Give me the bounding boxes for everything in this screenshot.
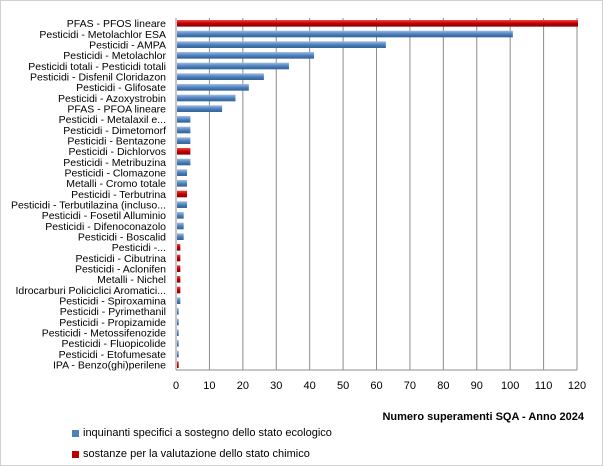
- bar: [177, 137, 191, 144]
- x-tick-label: 120: [568, 380, 586, 392]
- y-category-label: Pesticidi - Bentazone: [67, 135, 166, 147]
- bar: [177, 318, 179, 326]
- bar: [177, 297, 181, 304]
- y-category-label: Pesticidi - Fluopicolide: [62, 338, 167, 350]
- bar: [177, 361, 179, 368]
- bar: [177, 84, 249, 91]
- y-category-label: Pesticidi - Pyrimethanil: [60, 306, 166, 318]
- x-tick-label: 0: [173, 380, 179, 392]
- bar: [177, 169, 188, 176]
- bar: [177, 62, 289, 70]
- x-tick-label: 70: [404, 380, 416, 392]
- bar: [177, 105, 223, 112]
- bar: [177, 52, 315, 59]
- grid-lines: [208, 18, 578, 370]
- y-category-label: Metalli - Cromo totale: [66, 178, 166, 190]
- x-tick-label: 10: [203, 380, 215, 392]
- y-category-label: Pesticidi - Metossifenozide: [42, 327, 166, 339]
- legend-swatch-blue: [72, 429, 79, 437]
- y-category-label: Pesticidi - Dimetomorf: [63, 125, 166, 137]
- x-tick-label: 50: [337, 380, 349, 392]
- bar: [177, 212, 184, 219]
- y-category-label: IPA - Benzo(ghi)perilene: [53, 359, 166, 371]
- bar: [177, 20, 578, 27]
- y-category-label: Pesticidi - Cibutrina: [76, 253, 167, 265]
- y-category-label: Pesticidi - Terbutilazina (incluso...: [11, 199, 166, 211]
- bar: [177, 233, 184, 240]
- y-category-label: Pesticidi - Difenoconazolo: [45, 221, 166, 233]
- bar: [177, 180, 188, 187]
- y-category-label: Pesticidi totali - Pesticidi totali: [28, 61, 166, 73]
- bar: [177, 201, 188, 208]
- x-tick-label: 90: [471, 380, 483, 392]
- y-category-label: Pesticidi - Fosetil Alluminio: [42, 210, 166, 222]
- y-category-label: Metalli - Nichel: [97, 274, 166, 286]
- y-category-label: Idrocarburi Policiclici Aromatici...: [15, 285, 166, 297]
- y-category-label: Pesticidi - Metribuzina: [63, 157, 166, 169]
- y-category-label: Pesticidi - Azoxystrobin: [58, 93, 166, 105]
- bar: [177, 265, 181, 272]
- y-category-label: Pesticidi - Propizamide: [59, 317, 166, 329]
- y-category-label: Pesticidi - Metalaxil e...: [59, 114, 166, 126]
- bar: [177, 286, 181, 294]
- x-axis-title: Numero superamenti SQA - Anno 2024: [382, 411, 584, 423]
- legend-swatch-red: [72, 450, 79, 458]
- y-category-label: Pesticidi - Clomazone: [64, 167, 166, 179]
- bar: [177, 41, 386, 48]
- y-category-label: Pesticidi - Boscalid: [78, 231, 166, 243]
- y-category-label: PFAS - PFOA lineare: [67, 103, 166, 115]
- bar: [177, 148, 191, 155]
- y-category-label: Pesticidi - Dichlorvos: [69, 146, 166, 158]
- x-tick-label: 80: [437, 380, 449, 392]
- bar: [177, 73, 264, 80]
- bar: [177, 308, 179, 315]
- bar: [177, 30, 513, 38]
- y-category-label: PFAS - PFOS lineare: [67, 18, 166, 30]
- x-tick-label: 110: [535, 380, 553, 392]
- y-category-label: Pesticidi - AMPA: [89, 39, 166, 51]
- bar: [177, 350, 179, 358]
- y-category-label: Pesticidi - Glifosate: [76, 82, 166, 94]
- y-category-label: Pesticidi - Aclonifen: [75, 263, 166, 275]
- x-tick-label: 20: [237, 380, 249, 392]
- bar: [177, 254, 181, 262]
- bar: [177, 276, 181, 283]
- x-axis-ticks: 0 10 20 30 40 50 60 70 80 90 100 110 120: [173, 380, 586, 392]
- bar: [177, 244, 181, 251]
- bar: [177, 126, 191, 134]
- x-tick-label: 40: [304, 380, 316, 392]
- y-category-label: Pesticidi - Metolachlor: [63, 50, 166, 62]
- legend-label-ecological: inquinanti specifici a sostegno dello st…: [83, 427, 332, 439]
- x-tick-label: 60: [370, 380, 382, 392]
- y-category-label: Pesticidi - Terbutrina: [71, 189, 166, 201]
- bar: [177, 116, 191, 123]
- y-category-label: Pesticidi - Metolachlor ESA: [39, 29, 166, 41]
- legend-item-ecological: inquinanti specifici a sostegno dello st…: [72, 427, 332, 439]
- bar: [177, 329, 179, 336]
- bars: [177, 20, 578, 368]
- y-category-label: Pesticidi -...: [112, 242, 166, 254]
- y-category-label: Pesticidi - Disfenil Cloridazon: [30, 71, 166, 83]
- bar: [177, 94, 236, 102]
- x-tick-label: 100: [501, 380, 519, 392]
- bar: [177, 158, 191, 166]
- y-category-label: Pesticidi - Etofumesate: [59, 349, 167, 361]
- y-category-label: Pesticidi - Spiroxamina: [59, 295, 166, 307]
- bar: [177, 340, 179, 347]
- x-tick-label: 30: [270, 380, 282, 392]
- legend-item-chemical: sostanze per la valutazione dello stato …: [72, 448, 310, 460]
- bar: [177, 190, 188, 198]
- bar: [177, 222, 184, 230]
- legend-label-chemical: sostanze per la valutazione dello stato …: [83, 448, 310, 460]
